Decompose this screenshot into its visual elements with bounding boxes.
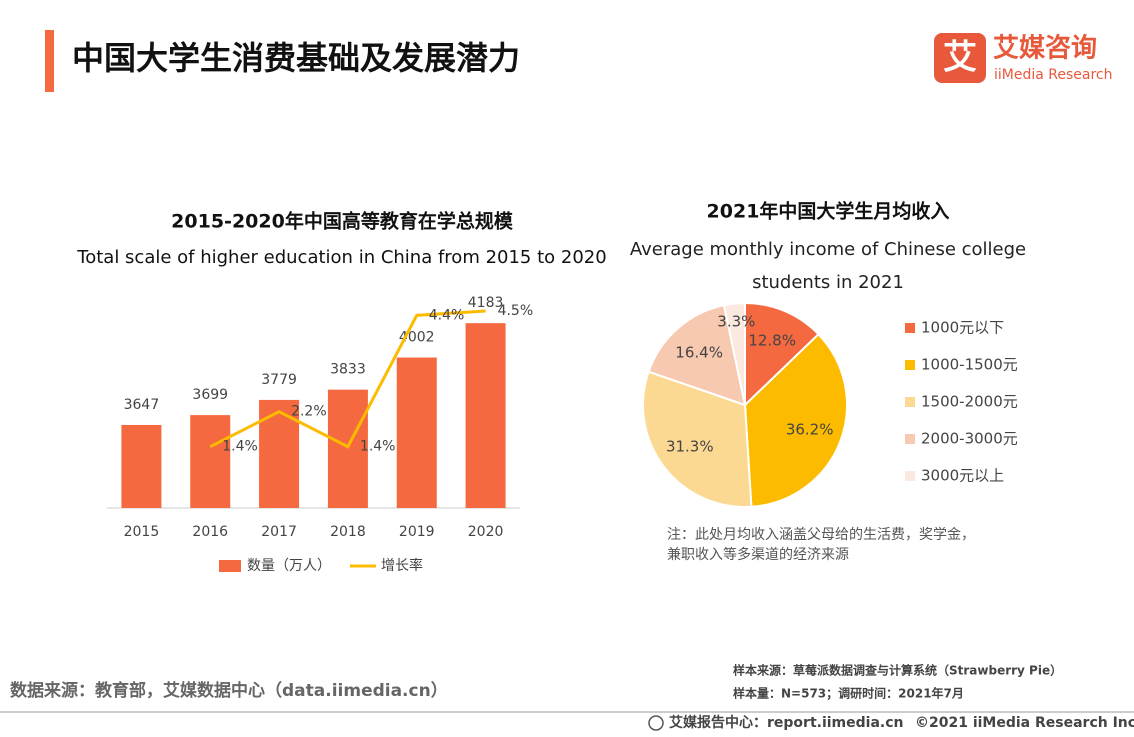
bar <box>121 424 162 508</box>
chart-note: 注：此处月均收入涵盖父母给的生活费，奖学金，兼职收入等多渠道的经济来源 <box>667 527 975 563</box>
title-accent <box>45 30 54 92</box>
sample-source: 样本来源：草莓派数据调查与计算系统（Strawberry Pie） <box>733 663 1062 678</box>
logo-icon <box>934 33 986 83</box>
line-label: 1.4% <box>360 439 396 455</box>
slice-label: 31.3% <box>666 437 714 455</box>
legend-label: 1500-2000元 <box>921 393 1018 411</box>
legend-label: 数量（万人） <box>247 558 331 574</box>
line-label: 1.4% <box>222 439 258 455</box>
legend-swatch <box>905 323 915 333</box>
legend-label: 3000元以上 <box>921 467 1004 485</box>
x-tick-label: 2017 <box>261 524 297 540</box>
chart-subtitle: Total scale of higher education in China… <box>76 247 606 268</box>
x-tick-label: 2015 <box>124 524 160 540</box>
bar <box>465 323 506 508</box>
slice-label: 16.4% <box>675 343 723 361</box>
bar-label: 3833 <box>330 362 366 378</box>
logo-sub: iiMedia Research <box>994 67 1113 83</box>
bar-label: 3779 <box>261 372 297 388</box>
x-tick-label: 2016 <box>192 524 228 540</box>
chart-title: 2021年中国大学生月均收入 <box>707 200 950 223</box>
slice-label: 3.3% <box>717 312 755 330</box>
logo-name: 艾媒咨询 <box>993 33 1097 64</box>
pie-slice <box>642 370 753 508</box>
pie-slice <box>647 304 747 407</box>
logo-mark: 艾 <box>943 38 977 78</box>
x-tick-label: 2020 <box>468 524 504 540</box>
pie-slice <box>744 301 820 408</box>
x-tick-label: 2018 <box>330 524 366 540</box>
slice-label: 12.8% <box>748 332 796 350</box>
legend-swatch <box>905 360 915 370</box>
growth-line <box>209 309 486 449</box>
legend-label: 1000-1500元 <box>921 356 1018 374</box>
globe-icon <box>648 715 664 731</box>
page-title: 中国大学生消费基础及发展潜力 <box>72 39 520 77</box>
report-center: 艾媒报告中心：report.iimedia.cn <box>669 714 904 731</box>
bar-label: 3699 <box>192 387 228 403</box>
x-tick-label: 2019 <box>399 524 435 540</box>
bar <box>396 357 437 508</box>
bar-label: 3647 <box>124 397 160 413</box>
legend-label: 2000-3000元 <box>921 430 1018 448</box>
pie-slice <box>743 332 848 508</box>
line-label: 2.2% <box>291 404 327 420</box>
source: 数据来源：教育部，艾媒数据中心（data.iimedia.cn） <box>10 680 448 701</box>
legend-label: 增长率 <box>381 557 423 574</box>
bar <box>327 389 368 508</box>
slice-label: 36.2% <box>786 421 834 439</box>
pie-slice <box>722 301 746 406</box>
copyright: ©2021 iiMedia Research Inc <box>915 715 1134 731</box>
chart-title: 2015-2020年中国高等教育在学总规模 <box>171 210 514 233</box>
legend-swatch <box>905 397 915 407</box>
legend-label: 1000元以下 <box>921 319 1004 337</box>
chart-subtitle: Average monthly income of Chinese colleg… <box>629 239 1027 293</box>
line-label: 4.5% <box>498 303 534 319</box>
sample-size: 样本量：N=573；调研时间：2021年7月 <box>733 686 964 701</box>
legend-swatch <box>219 560 241 572</box>
line-label: 4.4% <box>429 307 465 323</box>
bar <box>190 415 231 508</box>
legend-swatch <box>905 471 915 481</box>
legend-swatch <box>905 434 915 444</box>
bar-label: 4183 <box>468 295 504 311</box>
